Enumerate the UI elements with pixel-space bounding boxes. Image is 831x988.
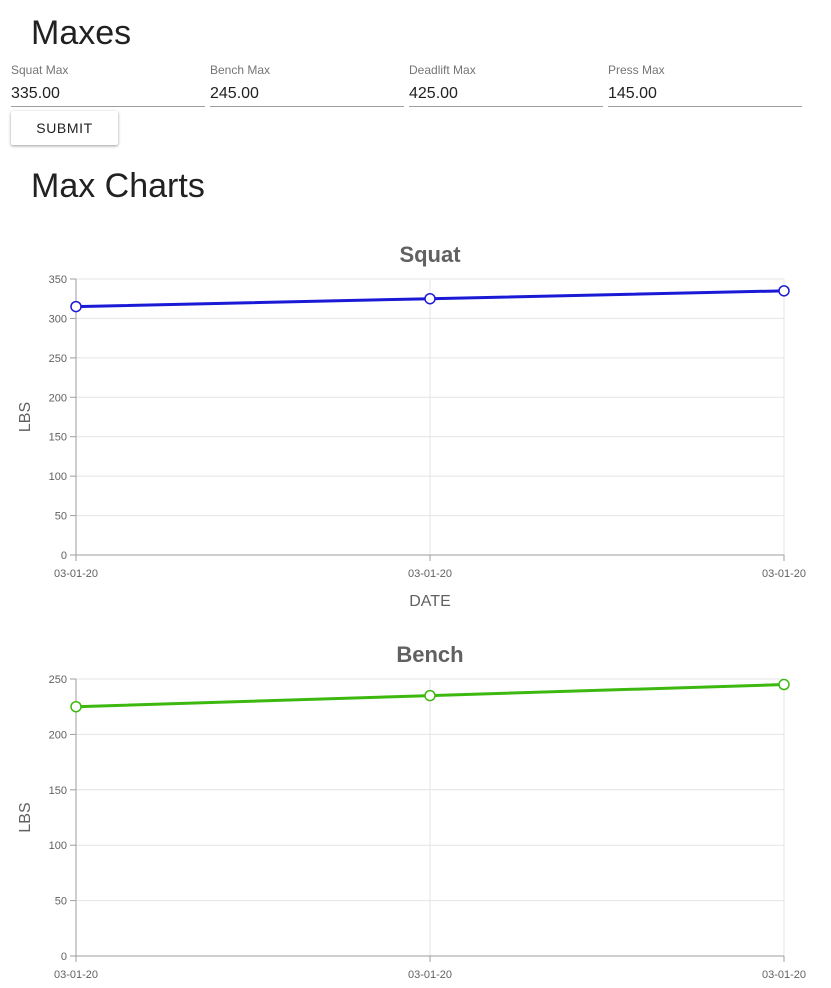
deadlift-max-field: Deadlift Max bbox=[409, 60, 603, 110]
max-charts-title: Max Charts bbox=[31, 167, 205, 205]
chart-squat-ytick-label: 50 bbox=[55, 511, 67, 523]
chart-squat-ytick-label: 200 bbox=[49, 392, 67, 404]
chart-bench-xtick-label: 03-01-20 bbox=[408, 969, 452, 981]
chart-squat-xlabel: DATE bbox=[409, 593, 450, 610]
chart-bench-data-point[interactable] bbox=[70, 700, 82, 713]
squat-chart: Squat 0 50 100 150 200 250 300 350 03-01-20 03-01-… bbox=[17, 242, 806, 610]
chart-bench-ytick-label: 50 bbox=[55, 896, 67, 908]
chart-squat-data-point[interactable] bbox=[778, 285, 790, 297]
chart-squat-title: Squat bbox=[399, 242, 461, 267]
squat-max-input[interactable] bbox=[11, 82, 205, 107]
chart-bench-xtick-label: 03-01-20 bbox=[762, 969, 806, 981]
chart-bench-ytick-label: 150 bbox=[49, 785, 67, 797]
squat-max-label: Squat Max bbox=[11, 63, 69, 77]
squat-max-field: Squat Max bbox=[11, 60, 205, 110]
deadlift-max-input[interactable] bbox=[409, 82, 603, 107]
deadlift-max-label: Deadlift Max bbox=[409, 63, 476, 77]
chart-bench-data-point[interactable] bbox=[778, 678, 790, 691]
chart-squat-data-point[interactable] bbox=[70, 300, 82, 313]
maxes-title: Maxes bbox=[31, 14, 132, 52]
chart-squat-xtick-label: 03-01-20 bbox=[54, 568, 98, 580]
chart-squat-ytick-label: 100 bbox=[49, 471, 67, 483]
chart-bench-ylabel: LBS bbox=[17, 802, 34, 832]
chart-bench-ytick-label: 200 bbox=[49, 729, 67, 741]
submit-button[interactable]: SUBMIT bbox=[11, 111, 118, 145]
chart-bench-xtick-label: 03-01-20 bbox=[54, 969, 98, 981]
chart-squat-ylabel: LBS bbox=[17, 402, 34, 432]
chart-squat-ytick-label: 300 bbox=[49, 313, 67, 325]
bench-max-input[interactable] bbox=[210, 82, 404, 107]
chart-squat-ytick-label: 350 bbox=[49, 274, 67, 286]
chart-squat-xtick-label: 03-01-20 bbox=[762, 568, 806, 580]
chart-squat-ytick-label: 250 bbox=[49, 353, 67, 365]
chart-squat-ytick-label: 0 bbox=[61, 550, 67, 562]
chart-bench-title: Bench bbox=[396, 642, 463, 667]
press-max-field: Press Max bbox=[608, 60, 802, 110]
bench-chart: Bench 0 50 100 150 200 250 03-01-20 03-01-20 03-0… bbox=[17, 642, 806, 981]
chart-squat-data-point[interactable] bbox=[424, 292, 436, 305]
bench-max-label: Bench Max bbox=[210, 63, 271, 77]
chart-bench-data-point[interactable] bbox=[424, 689, 436, 702]
chart-bench-ytick-label: 0 bbox=[61, 951, 67, 963]
press-max-input[interactable] bbox=[608, 82, 802, 107]
chart-squat-ytick-label: 150 bbox=[49, 432, 67, 444]
chart-squat-xtick-label: 03-01-20 bbox=[408, 568, 452, 580]
bench-max-field: Bench Max bbox=[210, 60, 404, 110]
press-max-label: Press Max bbox=[608, 63, 665, 77]
chart-bench-ytick-label: 100 bbox=[49, 840, 67, 852]
chart-bench-ytick-label: 250 bbox=[49, 674, 67, 686]
